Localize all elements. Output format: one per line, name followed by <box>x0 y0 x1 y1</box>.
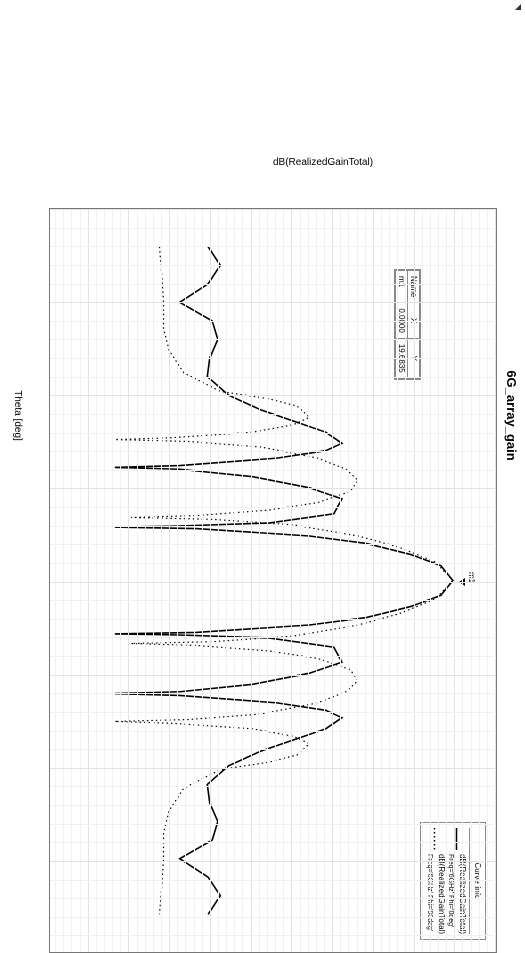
chart-title: 6G_array_gain <box>504 153 519 678</box>
legend-label: dB(RealizedGainTotal)Freq='6GHz' Phi='0d… <box>446 854 468 934</box>
legend-entry[interactable]: dB(RealizedGainTotal)Freq='6GHz' Phi='90… <box>424 828 446 934</box>
y-axis-label: dB(RealizedGainTotal) <box>273 157 373 168</box>
rotated-chart-canvas: 6G_array_gain dB(RealizedGainTotal) Thet… <box>0 153 525 678</box>
legend-entry[interactable]: dB(RealizedGainTotal)Freq='6GHz' Phi='0d… <box>446 828 468 934</box>
x-axis-label: Theta [deg] <box>12 153 23 678</box>
corner-handle-icon <box>515 4 521 10</box>
plot-area[interactable]: m1 Curve Info dB(RealizedGainTotal)Freq=… <box>49 208 497 953</box>
legend-label: dB(RealizedGainTotal)Freq='6GHz' Phi='90… <box>424 854 446 934</box>
marker-table: Name X Y m1 0.0000 19.6835 <box>395 270 420 379</box>
page: 6G_array_gain dB(RealizedGainTotal) Thet… <box>0 0 525 831</box>
legend-swatch-icon <box>452 828 461 850</box>
